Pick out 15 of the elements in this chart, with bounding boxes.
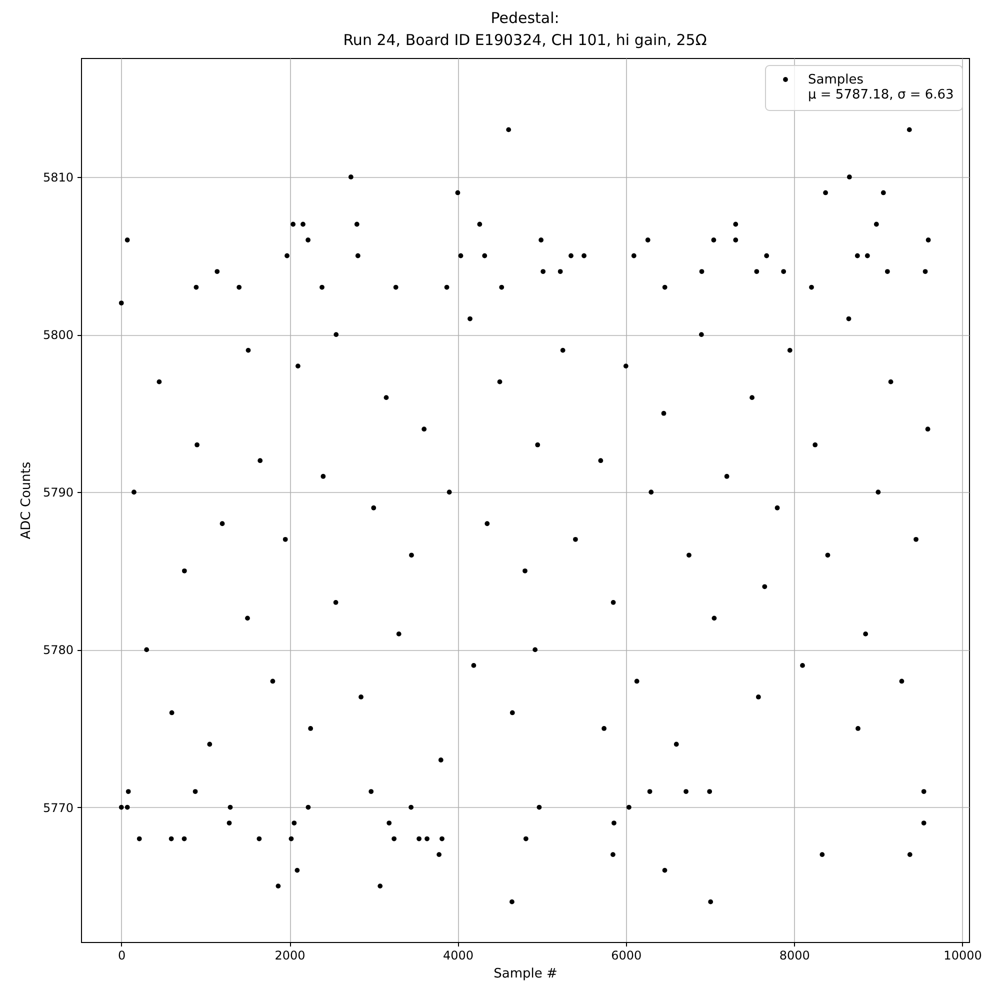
x-tick-label: 10000 [944, 948, 982, 962]
x-tick-label: 0 [118, 948, 126, 962]
y-tick-label: 5770 [42, 800, 74, 815]
y-tick-label: 5810 [42, 170, 74, 184]
y-axis-title: ADC Counts [18, 462, 34, 540]
y-tick-label: 5800 [42, 328, 74, 342]
x-tick-label: 4000 [442, 948, 474, 962]
x-tick-label: 8000 [779, 948, 810, 962]
y-tick-label: 5780 [42, 643, 74, 658]
x-tick-label: 2000 [274, 948, 306, 962]
x-tick-label: 6000 [611, 948, 642, 962]
x-axis-title: Sample # [494, 966, 558, 982]
chart-title: Pedestal: Run 24, Board ID E190324, CH 101, hi gain, 25Ω [343, 9, 707, 49]
legend-label: Samples μ = 5787.18, σ = 6.63 [808, 72, 954, 102]
y-tick-label: 5790 [42, 486, 74, 500]
